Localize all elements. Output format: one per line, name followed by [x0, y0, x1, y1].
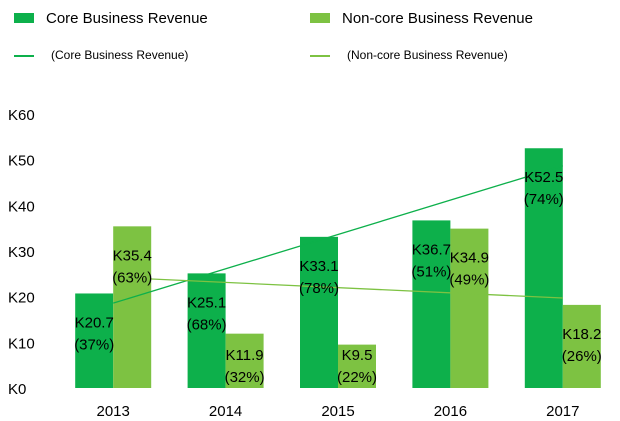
data-label: (37%) [74, 336, 114, 353]
legend-trend-label: (Non-core Business Revenue) [347, 48, 508, 62]
trend-line [113, 276, 563, 299]
x-tick-label: 2017 [546, 403, 579, 420]
y-tick-label: K20 [8, 290, 35, 307]
data-label: (49%) [449, 272, 489, 289]
bar [187, 273, 226, 388]
bar [113, 226, 152, 388]
bar [562, 304, 601, 388]
bar [524, 148, 563, 388]
y-tick-label: K40 [8, 198, 35, 215]
legend-label: (Core Business Revenue) [51, 48, 188, 62]
legend-label: (Non-core Business Revenue) [347, 48, 508, 62]
bar [300, 236, 338, 388]
data-label: (22%) [337, 369, 377, 386]
data-label: K36.7 [412, 241, 451, 258]
data-label: (32%) [225, 369, 265, 386]
y-tick-label: K60 [8, 107, 35, 124]
bar [338, 344, 376, 388]
data-label: K33.1 [299, 258, 338, 275]
legend-trend-label: (Core Business Revenue) [51, 48, 188, 62]
bar [412, 220, 451, 388]
data-label: (51%) [411, 263, 451, 280]
x-tick-label: 2013 [97, 403, 130, 420]
legend-label: Non-core Business Revenue [342, 10, 533, 27]
data-label: K11.9 [226, 347, 264, 364]
x-tick-label: 2016 [434, 403, 467, 420]
legend-label: Core Business Revenue [46, 10, 208, 27]
y-tick-label: K30 [8, 244, 35, 261]
legend-swatch [310, 13, 330, 23]
legend-swatch [14, 13, 34, 23]
y-tick-label: K50 [8, 153, 35, 170]
x-tick-label: 2015 [321, 403, 354, 420]
data-label: K25.1 [187, 294, 226, 311]
data-label: (68%) [187, 316, 227, 333]
data-label: K35.4 [113, 247, 152, 264]
x-tick-label: 2014 [209, 403, 242, 420]
bar [225, 333, 264, 388]
data-label: K52.5 [524, 169, 563, 186]
data-label: (74%) [524, 191, 564, 208]
data-label: (78%) [299, 280, 339, 297]
data-label: K20.7 [75, 314, 114, 331]
y-tick-label: K0 [8, 381, 26, 398]
data-label: (63%) [112, 269, 152, 286]
data-label: K18.2 [562, 326, 601, 343]
bar [75, 293, 114, 388]
data-label: (26%) [562, 348, 602, 365]
data-label: K9.5 [342, 347, 373, 364]
bar [450, 228, 489, 388]
data-label: K34.9 [450, 250, 489, 267]
y-tick-label: K10 [8, 335, 35, 352]
